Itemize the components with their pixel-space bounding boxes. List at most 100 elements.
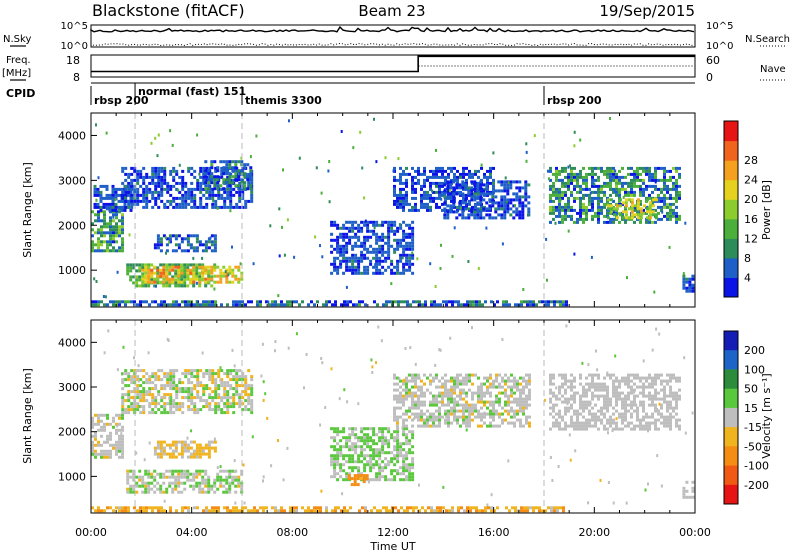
range-gate-cell — [492, 151, 495, 155]
range-gate-cell — [573, 144, 576, 148]
range-gate-cell — [559, 300, 562, 304]
range-gate-cell — [99, 199, 103, 203]
range-gate-cell — [513, 409, 516, 413]
range-gate-cell — [411, 478, 415, 482]
range-gate-cell — [217, 193, 221, 197]
range-gate-cell — [521, 210, 525, 214]
range-gate-cell — [222, 178, 226, 182]
range-gate-cell — [328, 160, 331, 163]
range-gate-cell — [129, 469, 133, 473]
range-gate-cell — [657, 373, 660, 377]
range-gate-cell — [657, 217, 660, 221]
range-gate-cell — [411, 400, 414, 404]
range-gate-cell — [366, 238, 370, 242]
range-gate-cell — [151, 166, 155, 170]
range-gate-cell — [510, 385, 513, 389]
range-gate-cell — [235, 393, 239, 397]
range-gate-cell — [405, 241, 409, 245]
range-gate-cell — [204, 472, 208, 476]
range-gate-cell — [363, 247, 367, 251]
range-gate-cell — [402, 418, 405, 422]
range-gate-cell — [393, 202, 396, 206]
range-gate-cell — [195, 472, 199, 476]
range-gate-cell — [648, 394, 651, 398]
range-gate-cell — [489, 403, 492, 407]
range-gate-cell — [228, 268, 232, 272]
range-gate-cell — [463, 303, 466, 307]
range-gate-cell — [372, 454, 376, 458]
range-gate-cell — [366, 439, 370, 443]
range-gate-cell — [500, 204, 504, 208]
range-gate-cell — [390, 262, 394, 266]
range-gate-cell — [495, 400, 498, 404]
range-gate-cell — [112, 419, 115, 423]
range-gate-cell — [201, 274, 205, 278]
range-gate-cell — [579, 412, 582, 416]
range-gate-cell — [588, 202, 591, 206]
range-gate-cell — [213, 449, 217, 453]
range-gate-cell — [151, 402, 155, 406]
range-gate-cell — [234, 469, 238, 473]
range-gate-cell — [240, 487, 244, 491]
range-gate-cell — [426, 418, 429, 422]
range-gate-cell — [224, 270, 227, 274]
range-gate-cell — [130, 300, 133, 304]
range-gate-cell — [210, 275, 214, 279]
range-gate-cell — [630, 193, 633, 197]
range-gate-cell — [387, 256, 391, 260]
range-gate-cell — [609, 220, 612, 224]
range-gate-cell — [579, 394, 582, 398]
range-gate-cell — [246, 175, 250, 179]
range-gate-cell — [504, 391, 507, 395]
range-gate-cell — [186, 274, 190, 278]
range-gate-cell — [333, 268, 337, 272]
range-gate-cell — [177, 452, 181, 456]
range-gate-cell — [129, 278, 133, 282]
range-gate-cell — [402, 193, 405, 197]
range-gate-cell — [417, 166, 420, 170]
range-gate-cell — [103, 422, 106, 426]
range-gate-cell — [597, 175, 600, 179]
range-gate-cell — [351, 223, 355, 227]
range-gate-cell — [585, 172, 588, 176]
range-gate-cell — [465, 382, 468, 386]
range-gate-cell — [630, 216, 634, 220]
range-gate-cell — [207, 246, 211, 250]
range-gate-cell — [597, 376, 600, 380]
range-gate-cell — [207, 280, 211, 284]
range-gate-cell — [201, 265, 205, 269]
range-gate-cell — [171, 277, 175, 281]
range-gate-cell — [108, 205, 112, 209]
range-gate-cell — [588, 403, 591, 407]
range-gate-cell — [213, 243, 217, 247]
range-gate-cell — [148, 190, 152, 194]
range-gate-cell — [129, 275, 133, 279]
range-gate-cell — [445, 303, 448, 307]
range-gate-cell — [606, 391, 609, 395]
range-gate-cell — [606, 409, 609, 413]
range-gate-cell — [405, 379, 408, 383]
range-gate-cell — [231, 475, 235, 479]
range-gate-cell — [342, 457, 346, 461]
range-gate-cell — [201, 490, 205, 494]
range-gate-cell — [522, 388, 525, 392]
range-gate-cell — [579, 138, 582, 142]
range-gate-cell — [211, 300, 214, 304]
range-gate-cell — [100, 413, 103, 417]
range-gate-cell — [129, 208, 133, 212]
range-gate-cell — [612, 406, 615, 410]
range-gate-cell — [157, 193, 161, 197]
range-gate-cell — [420, 403, 423, 407]
range-gate-cell — [112, 240, 115, 244]
range-gate-cell — [639, 421, 642, 425]
range-gate-cell — [114, 205, 118, 209]
range-gate-cell — [139, 199, 143, 203]
range-gate-cell — [663, 169, 666, 173]
range-gate-cell — [552, 409, 555, 413]
range-gate-cell — [470, 210, 474, 214]
range-gate-cell — [109, 240, 112, 244]
range-gate-cell — [159, 263, 163, 267]
range-gate-cell — [385, 303, 388, 307]
range-gate-cell — [450, 166, 453, 170]
range-gate-cell — [281, 225, 283, 229]
